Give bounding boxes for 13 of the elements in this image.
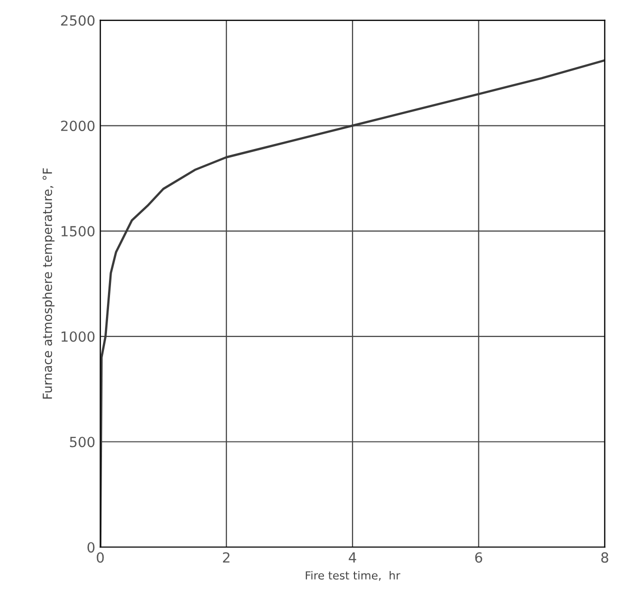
x-tick-label: 8 — [601, 552, 608, 563]
y-axis-title: Furnace atmosphere temperature, °F — [42, 168, 55, 399]
y-tick-label: 2000 — [61, 120, 94, 132]
x-tick-label: 4 — [348, 552, 356, 563]
y-tick-label: 500 — [70, 436, 94, 448]
y-tick-label: 2500 — [61, 15, 94, 26]
x-tick-label: 6 — [475, 552, 482, 563]
x-tick-label: 0 — [96, 552, 104, 563]
x-tick-label: 2 — [223, 552, 230, 563]
x-axis-title: Fire test time, hr — [306, 570, 400, 581]
y-tick-label: 1500 — [62, 226, 94, 236]
y-tick-label: 1000 — [62, 331, 94, 342]
y-tick-label: 0 — [87, 542, 94, 553]
